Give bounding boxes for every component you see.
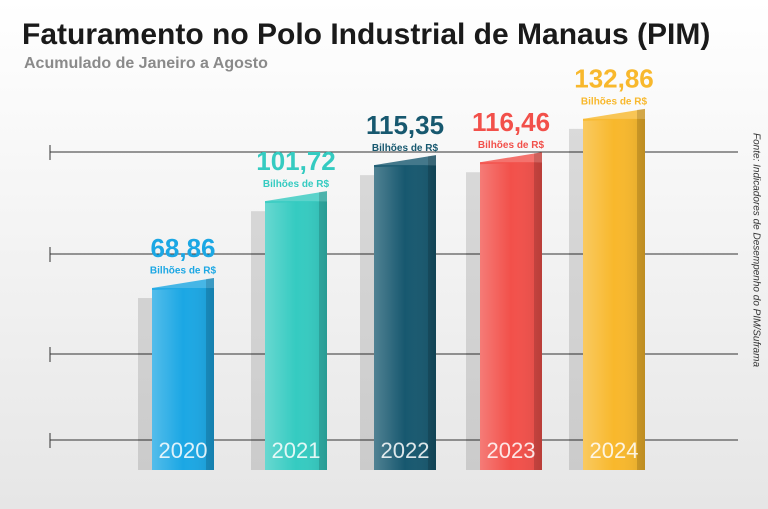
bar-side xyxy=(319,191,327,470)
bar-shadow xyxy=(138,298,154,470)
value-label: 68,86 xyxy=(150,233,215,263)
bar-shadow xyxy=(569,128,585,470)
bar-shine xyxy=(152,288,214,470)
bar-top xyxy=(583,108,645,121)
source-note: Fonte: Indicadores de Desempenho do PIM/… xyxy=(750,133,761,367)
unit-label: Bilhões de R$ xyxy=(150,266,217,277)
bar-side xyxy=(206,278,214,470)
unit-label: Bilhões de R$ xyxy=(263,179,330,190)
unit-label: Bilhões de R$ xyxy=(478,140,545,151)
value-label: 115,35 xyxy=(366,110,444,140)
bar-shine xyxy=(374,165,436,470)
bar-side xyxy=(534,152,542,470)
bar-shine xyxy=(480,162,542,470)
bar-side xyxy=(428,155,436,470)
bar-shadow xyxy=(360,175,376,470)
x-tick-label: 2023 xyxy=(487,438,536,463)
bar-top xyxy=(265,191,327,204)
bar-shine xyxy=(583,118,645,471)
value-label: 101,72 xyxy=(256,146,336,176)
value-label: 116,46 xyxy=(472,107,550,137)
bar-top xyxy=(374,155,436,168)
bar-top xyxy=(480,152,542,165)
x-tick-label: 2020 xyxy=(159,438,208,463)
bar-top xyxy=(152,278,214,291)
bar-shine xyxy=(265,201,327,470)
bar-side xyxy=(637,108,645,471)
unit-label: Bilhões de R$ xyxy=(581,97,648,108)
chart-title: Faturamento no Polo Industrial de Manaus… xyxy=(22,18,710,51)
x-tick-label: 2024 xyxy=(590,438,639,463)
value-label: 132,86 xyxy=(574,64,654,94)
chart-subtitle: Acumulado de Janeiro a Agosto xyxy=(24,55,268,72)
bar-shadow xyxy=(466,172,482,470)
x-tick-label: 2021 xyxy=(272,438,321,463)
x-tick-label: 2022 xyxy=(381,438,430,463)
bar-shadow xyxy=(251,211,267,470)
unit-label: Bilhões de R$ xyxy=(372,143,439,154)
